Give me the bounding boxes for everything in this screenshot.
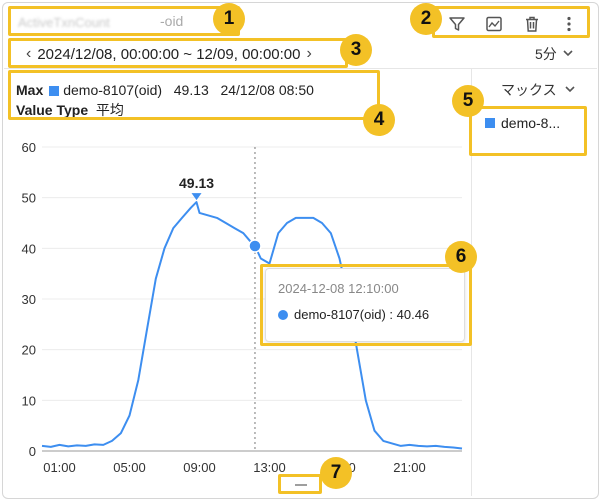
max-label: Max bbox=[16, 82, 44, 98]
chevron-down-icon bbox=[565, 84, 575, 96]
resize-handle[interactable] bbox=[295, 484, 307, 486]
header-divider bbox=[4, 68, 597, 69]
metric-subtitle-suffix: -oid bbox=[160, 13, 184, 29]
annotation-badge-3: 3 bbox=[340, 34, 372, 66]
chevron-down-icon bbox=[563, 48, 573, 60]
annotation-badge-4: 4 bbox=[363, 104, 395, 136]
more-vertical-icon[interactable] bbox=[556, 11, 582, 37]
time-range-label[interactable]: 2024/12/08, 00:00:00 ~ 12/09, 00:00:00 bbox=[37, 45, 301, 63]
max-info: Max demo-8107(oid) 49.13 24/12/08 08:50 V… bbox=[16, 80, 314, 120]
x-tick-label: 09:00 bbox=[183, 460, 216, 475]
chart-tooltip: 2024-12-08 12:10:00 demo-8107(oid) : 40.… bbox=[265, 268, 465, 342]
annotation-box-3 bbox=[8, 38, 348, 68]
metric-subtitle: -oid bbox=[152, 13, 183, 29]
tooltip-series-dot bbox=[278, 309, 288, 320]
annotation-box-7 bbox=[278, 474, 322, 494]
x-tick-label: 13:00 bbox=[253, 460, 286, 475]
annotation-box-6 bbox=[260, 264, 472, 346]
max-series: demo-8107(oid) bbox=[63, 82, 163, 98]
value-type-label: Value Type bbox=[16, 102, 89, 118]
tooltip-time: 2024-12-08 12:10:00 bbox=[278, 281, 399, 296]
legend-item[interactable]: demo-8... bbox=[485, 115, 560, 131]
interval-dropdown[interactable]: 5分 bbox=[535, 44, 573, 64]
legend-color-swatch bbox=[485, 118, 495, 128]
max-value: 49.13 bbox=[173, 82, 209, 98]
annotation-box-4 bbox=[8, 70, 380, 120]
aggregation-label: マックス bbox=[501, 82, 557, 98]
annotation-badge-6: 6 bbox=[445, 241, 477, 273]
x-tick-label: 05:00 bbox=[113, 460, 146, 475]
x-tick-label: 21:00 bbox=[393, 460, 426, 475]
y-tick-label: 50 bbox=[22, 191, 36, 206]
toolbar bbox=[438, 10, 588, 38]
filter-icon[interactable] bbox=[444, 11, 470, 37]
trash-icon[interactable] bbox=[519, 11, 545, 37]
legend-label: demo-8... bbox=[501, 115, 561, 131]
next-range-button[interactable]: › bbox=[306, 45, 312, 62]
annotation-box-2 bbox=[432, 6, 590, 38]
y-tick-label: 30 bbox=[22, 292, 36, 307]
y-tick-label: 20 bbox=[22, 343, 36, 358]
y-tick-label: 60 bbox=[22, 140, 36, 155]
max-time: 24/12/08 08:50 bbox=[220, 82, 314, 98]
tooltip-row: demo-8107(oid) : 40.46 bbox=[278, 307, 429, 322]
time-range-selector: ‹ 2024/12/08, 00:00:00 ~ 12/09, 00:00:00… bbox=[20, 43, 318, 65]
annotation-badge-2: 2 bbox=[410, 3, 442, 35]
hover-point bbox=[248, 239, 262, 253]
y-tick-label: 0 bbox=[29, 444, 36, 459]
y-tick-label: 10 bbox=[22, 393, 36, 408]
max-info-row: Max demo-8107(oid) 49.13 24/12/08 08:50 bbox=[16, 80, 314, 100]
x-tick-label: 01:00 bbox=[43, 460, 76, 475]
aggregation-dropdown[interactable]: マックス bbox=[501, 80, 575, 100]
series-color-swatch bbox=[49, 86, 60, 96]
value-type-row: Value Type 平均 bbox=[16, 100, 314, 120]
y-tick-label: 40 bbox=[22, 241, 36, 256]
max-value-label: 49.13 bbox=[179, 175, 214, 191]
prev-range-button[interactable]: ‹ bbox=[26, 45, 32, 62]
annotation-box-5 bbox=[469, 106, 587, 156]
annotation-badge-5: 5 bbox=[452, 85, 484, 117]
annotation-box-1 bbox=[8, 6, 240, 36]
interval-label: 5分 bbox=[535, 46, 557, 62]
tooltip-series: demo-8107(oid) bbox=[294, 307, 386, 322]
annotation-badge-1: 1 bbox=[213, 3, 245, 35]
tooltip-value: : 40.46 bbox=[389, 307, 430, 322]
chart-image-icon[interactable] bbox=[481, 11, 507, 37]
metric-title: ActiveTxnCount bbox=[18, 15, 110, 30]
value-type: 平均 bbox=[95, 102, 124, 118]
max-marker bbox=[191, 193, 202, 201]
annotation-badge-7: 7 bbox=[320, 457, 352, 489]
